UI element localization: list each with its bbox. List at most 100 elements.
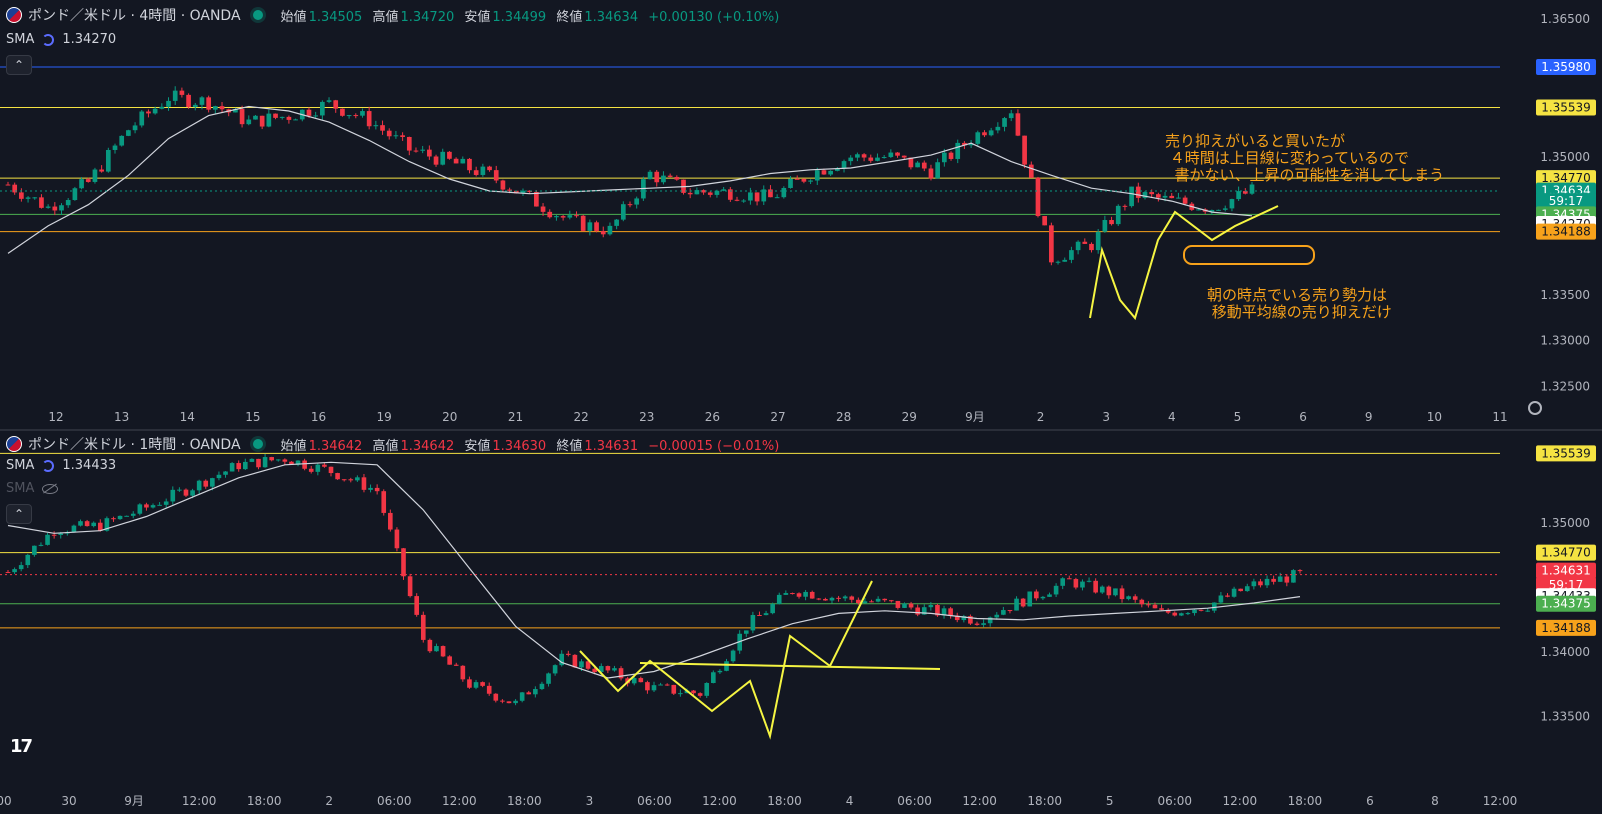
candle-body [928,168,934,179]
time-axis-label: 27 [770,410,785,424]
candle-body [91,522,97,527]
price-tag-label: 1.34188 [1541,225,1591,239]
candle-body [572,654,578,668]
candle-body [84,521,90,527]
symbol-title-1h: ポンド／米ドル · 1時間 · OANDA [28,437,241,453]
tradingview-logo-icon[interactable]: 17 [10,736,33,757]
annotation-note-2[interactable]: 朝の時点でいる売り勢力は 移動平均線の売り抑えだけ [1207,286,1392,321]
candle-body [1049,225,1054,263]
sma-legend-hidden-1h[interactable]: SMA [6,481,59,496]
candle-body [1060,578,1066,586]
candle-body [1156,194,1161,198]
annotation-note-1[interactable]: 売り抑えがいると買いたが ４時間は上目線に変わっているので 書かない、上昇の可能… [1165,132,1445,184]
price-axis-label: 1.33500 [1540,710,1590,724]
candle-body [1008,113,1014,119]
candle-body [105,149,111,172]
candle-body [112,145,118,150]
price-axis-label: 1.33000 [1540,334,1590,348]
candle-body [172,90,178,101]
symbol-legend-1h[interactable]: ポンド／米ドル · 1時間 · OANDA 始値 1.34642 高値 1.3464… [6,434,779,454]
price-tag [1536,170,1596,187]
sma-label: SMA [6,481,35,496]
time-axis-label: 23 [639,410,654,424]
candle-body [1075,241,1081,251]
time-axis-label: 3 [586,794,594,808]
candle-body [1080,581,1085,588]
time-axis-label: 6 [1299,410,1307,424]
candle-body [487,166,492,171]
price-tag [1536,223,1596,240]
candle-body [427,639,433,652]
eye-off-icon[interactable] [42,483,59,494]
candle-body [1022,135,1027,165]
candle-body [1236,191,1241,200]
candle-body [921,162,927,169]
sma-line [7,105,1253,254]
candle-body [92,169,98,182]
chart-canvas-4h[interactable]: 1.36500 1.35000 1.33500 1.33000 1.32500 12 13 1… [0,0,1602,429]
candle-body [1142,192,1148,198]
settings-gear-icon[interactable] [1528,401,1542,415]
chart-pane-1h[interactable]: 1.35000 1.34000 1.33500 00 30 9月 12:00 18:00 2 06… [0,431,1602,814]
candle-body [32,545,37,555]
candle-body [420,149,426,151]
sma-label: SMA [6,458,35,473]
candle-body [823,598,828,601]
candle-body [594,222,599,231]
candle-body [393,135,399,137]
candle-body [701,190,706,193]
candle-body [592,668,597,673]
candle-body [547,211,553,218]
candle-body [25,554,31,566]
sma-legend-1h[interactable]: SMA 1.34433 [6,458,116,473]
highlight-box [1183,245,1315,265]
price-tag-label: 1.34375 [1541,597,1591,611]
candle-body [420,614,426,640]
candle-body [460,158,466,164]
candle-body [691,690,696,694]
candle-body [1291,570,1296,583]
candle-body [97,522,103,531]
pane-divider[interactable] [0,429,1602,431]
candle-body [540,206,546,212]
candle-body [1106,586,1112,596]
candle-body [1216,209,1221,211]
candle-body [1185,613,1191,615]
time-axis-label: 12:00 [962,794,997,808]
candle-body [803,591,808,597]
candle-body [1149,192,1155,195]
candle-body [1244,586,1250,592]
candle-body [1271,578,1276,582]
candle-body [126,130,131,136]
chart-pane-4h[interactable]: 1.36500 1.35000 1.33500 1.33000 1.32500 12 13 1… [0,0,1602,429]
collapse-legend-button[interactable]: ⌃ [6,55,32,75]
candle-body [741,200,747,202]
sma-legend-4h[interactable]: SMA 1.34270 [6,32,116,47]
time-axis-label: 3 [1102,410,1110,424]
candle-body [1015,113,1021,136]
candle-body [585,661,591,669]
candle-body [915,162,920,168]
candle-body [1229,199,1235,209]
candle-body [500,700,505,702]
candle-body [137,504,143,514]
candle-body [340,108,345,116]
candle-body [275,459,281,461]
candle-body [697,693,703,696]
candle-body [1176,197,1181,199]
chevron-up-icon: ⌃ [13,507,25,521]
price-tag-label: 1.34770 [1541,546,1591,560]
symbol-legend-4h[interactable]: ポンド／米ドル · 4時間 · OANDA 始値 1.34505 高値 1.3472… [6,5,779,25]
candle-body [1249,184,1255,194]
candle-body [664,684,670,686]
candle-body [821,170,827,175]
candle-body [861,154,867,158]
candle-body [921,607,927,615]
candle-body [814,170,820,181]
collapse-legend-button[interactable]: ⌃ [6,504,32,524]
candle-body [1225,595,1230,597]
candle-body [1099,586,1105,593]
chart-canvas-1h[interactable]: 1.35000 1.34000 1.33500 00 30 9月 12:00 18:00 2 06… [0,431,1602,814]
candle-body [915,607,920,615]
candle-body [559,653,565,666]
